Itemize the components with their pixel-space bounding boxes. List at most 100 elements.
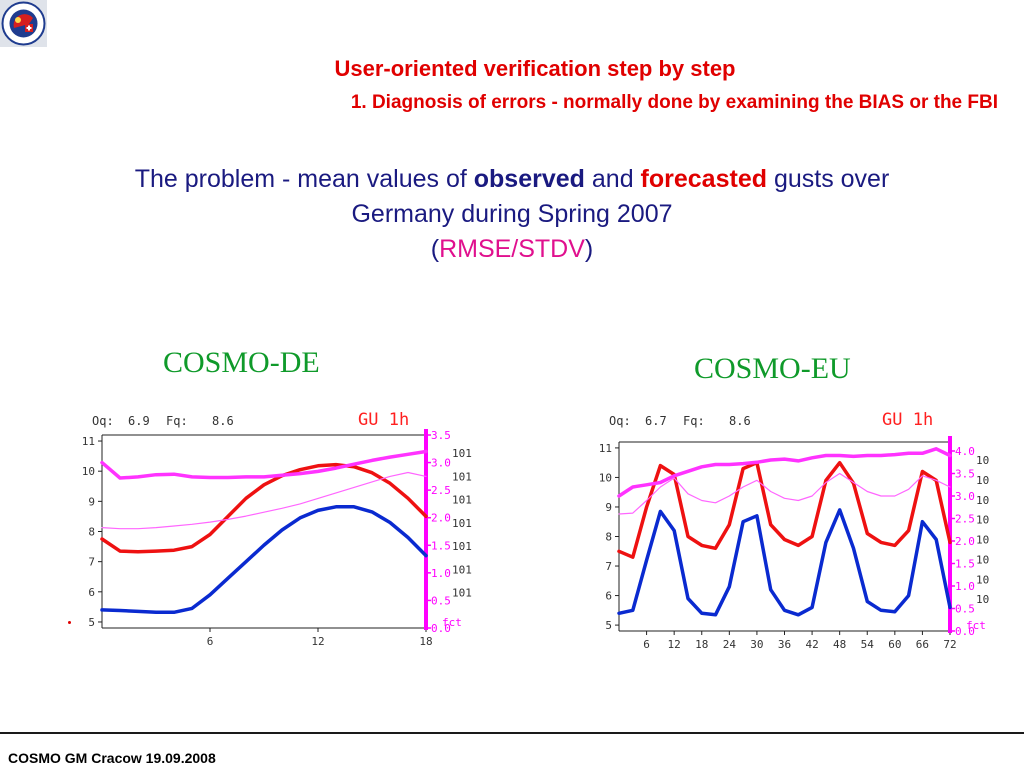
right-side-label: 10 [976, 494, 989, 507]
chart-header-tag: GU 1h [358, 410, 409, 430]
chart-header-fq-value: 8.6 [729, 414, 751, 428]
right-side-label: 101 [452, 517, 472, 530]
right-tick-label: 1.5 [955, 558, 975, 571]
x-tick-label: 12 [311, 635, 324, 648]
rmse-stdv-label: RMSE/STDV [439, 235, 585, 263]
series-line-1 [100, 462, 428, 554]
right-tick-label: 4.0 [955, 445, 975, 458]
x-tick-label: 72 [943, 638, 956, 651]
right-tick-label: 0.0 [955, 625, 975, 638]
problem-text-after: gusts over [767, 165, 890, 193]
x-tick-label: 54 [861, 638, 875, 651]
right-tick-label: 2.0 [431, 512, 451, 525]
y-tick-label: 11 [599, 442, 612, 455]
y-tick-label: 6 [605, 590, 612, 603]
chart-header-oq-value: 6.9 [128, 414, 150, 428]
chart-header-fq-value: 8.6 [212, 414, 234, 428]
right-tick-label: 3.0 [955, 490, 975, 503]
y-tick-label: 5 [88, 616, 95, 629]
right-side-label: 10 [976, 474, 989, 487]
y-tick-label: 11 [82, 435, 95, 448]
right-tick-label: 3.5 [431, 429, 451, 442]
cosmo-de-label: COSMO-DE [163, 346, 320, 379]
series-line-2 [100, 449, 428, 480]
y-tick-label: 8 [605, 531, 612, 544]
series-line-0 [617, 508, 952, 617]
paren-close: ) [584, 235, 594, 263]
right-tick-label: 0.5 [431, 594, 451, 607]
series-line-2 [617, 447, 952, 498]
right-side-label: 10 [976, 553, 989, 566]
right-side-label: 101 [452, 587, 472, 600]
x-tick-label: 24 [723, 638, 737, 651]
chart-header-fq-label: Fq: [683, 414, 705, 428]
problem-text-mid: and [584, 165, 641, 193]
right-side-label: 10 [976, 593, 989, 606]
right-tick-label: 3.0 [431, 457, 451, 470]
forecasted-word: forecasted [640, 165, 767, 193]
right-side-label: 10 [976, 534, 989, 547]
series-line-3 [618, 472, 951, 515]
paren-open: ( [430, 235, 440, 263]
right-tick-label: 3.5 [955, 468, 975, 481]
right-side-label: 10 [976, 514, 989, 527]
x-tick-label: 30 [750, 638, 763, 651]
right-tick-label: 2.5 [431, 484, 451, 497]
y-tick-label: 6 [88, 586, 95, 599]
x-tick-label: 42 [805, 638, 818, 651]
problem-statement: The problem - mean values of observed an… [0, 162, 1024, 267]
cosmo-de-chart: Oq: 6.9 Fq: 8.6 GU 1h 5 6 7 8 9 10 11 6 12 18 3.5 3.0 2.5… [82, 410, 472, 648]
y-tick-label: 8 [88, 526, 95, 539]
y-tick-label: 9 [88, 495, 95, 508]
y-tick-label: 7 [605, 560, 612, 573]
cosmo-eu-label: COSMO-EU [694, 352, 851, 385]
slide-title: User-oriented verification step by step [334, 56, 736, 81]
right-side-label: 10 [976, 573, 989, 586]
right-side-label: 101 [452, 470, 472, 483]
right-side-label: 10 [976, 454, 989, 467]
chart-header-oq-label: Oq: [609, 414, 631, 428]
y-tick-label: 10 [82, 465, 95, 478]
x-tick-label: 6 [207, 635, 214, 648]
cosmo-logo-icon [0, 0, 47, 47]
problem-line2: Germany during Spring 2007 [351, 200, 673, 228]
fct-label: fct [442, 616, 462, 629]
x-tick-label: 6 [643, 638, 650, 651]
chart-header-oq-value: 6.7 [645, 414, 667, 428]
x-tick-label: 36 [778, 638, 791, 651]
chart-header-tag: GU 1h [882, 410, 933, 430]
y-tick-label: 7 [88, 556, 95, 569]
right-side-label: 101 [452, 494, 472, 507]
right-tick-label: 2.0 [955, 535, 975, 548]
stray-dot [68, 621, 71, 624]
x-tick-label: 48 [833, 638, 846, 651]
x-tick-label: 18 [419, 635, 432, 648]
right-tick-label: 0.5 [955, 603, 975, 616]
x-tick-label: 60 [888, 638, 901, 651]
slide-subtitle: 1. Diagnosis of errors - normally done b… [350, 92, 998, 113]
footer-text: COSMO GM Cracow 19.09.2008 [8, 750, 216, 766]
y-tick-label: 10 [599, 471, 612, 484]
x-tick-label: 18 [695, 638, 708, 651]
problem-text-before: The problem - mean values of [134, 165, 474, 193]
right-side-label: 101 [452, 447, 472, 460]
right-tick-label: 2.5 [955, 513, 975, 526]
footer-divider [0, 732, 1024, 734]
cosmo-eu-chart: Oq: 6.7 Fq: 8.6 GU 1h 5 6 7 8 9 10 11 6 12 18 24 30 36 42 4… [599, 410, 990, 651]
right-tick-label: 1.0 [955, 580, 975, 593]
right-tick-label: 1.0 [431, 567, 451, 580]
chart-header-fq-label: Fq: [166, 414, 188, 428]
right-tick-label: 1.5 [431, 539, 451, 552]
right-side-label: 101 [452, 563, 472, 576]
right-tick-label: 0.0 [431, 622, 451, 635]
series-line-3 [101, 471, 427, 530]
series-line-0 [100, 505, 428, 615]
x-tick-label: 66 [916, 638, 929, 651]
chart-header-oq-label: Oq: [92, 414, 114, 428]
right-side-label: 101 [452, 540, 472, 553]
y-tick-label: 9 [605, 501, 612, 514]
fct-label: fct [966, 619, 986, 632]
y-tick-label: 5 [605, 619, 612, 632]
x-tick-label: 12 [668, 638, 681, 651]
observed-word: observed [473, 165, 585, 193]
